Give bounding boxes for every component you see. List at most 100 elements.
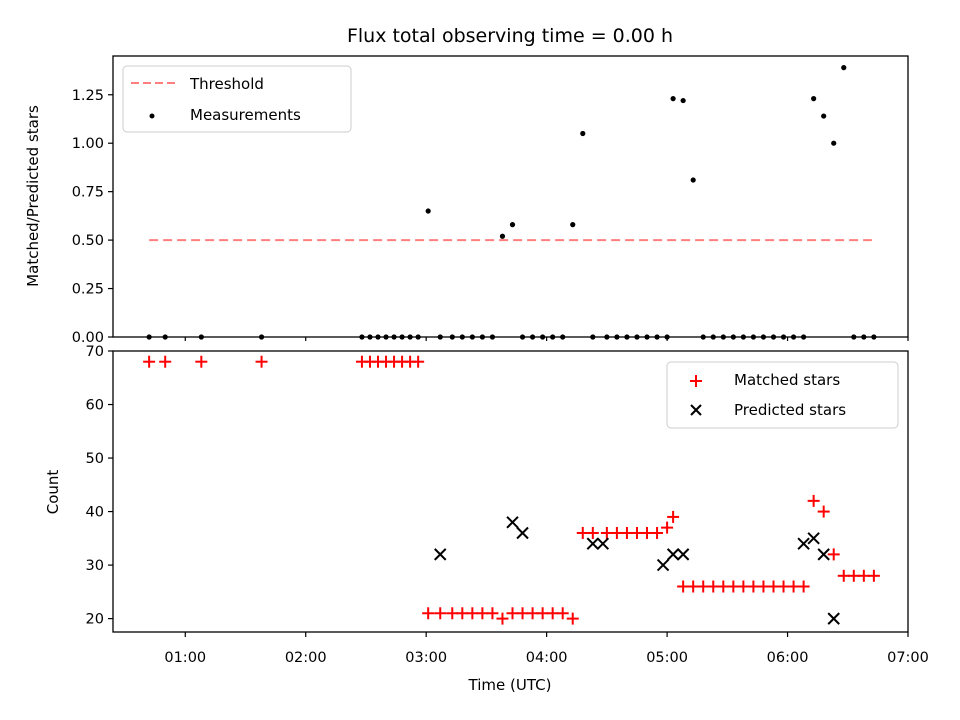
legend-measurements-swatch [149, 113, 155, 119]
bottom-ytick-label: 50 [86, 451, 104, 467]
top-legend-box [122, 65, 352, 133]
matched-star-point [777, 580, 790, 593]
matched-star-point [817, 505, 830, 518]
xtick-label: 07:00 [887, 650, 929, 666]
top-ytick-label: 1.00 [72, 136, 104, 152]
measurement-point [509, 222, 516, 228]
matched-star-point [159, 355, 172, 368]
top-panel: 0.00 0.25 0.50 0.75 1.00 1.25 Matched/Predict… [24, 55, 909, 346]
matched-star-point [546, 607, 559, 620]
top-ytick-label: 0.25 [72, 282, 104, 298]
matched-star-point [661, 521, 674, 534]
measurement-point [821, 113, 827, 119]
matched-star-point [143, 355, 156, 368]
matched-star-point [610, 526, 623, 539]
matched-star-point [446, 607, 459, 620]
matched-star-point [737, 580, 750, 593]
xtick-label: 06:00 [767, 650, 809, 666]
top-ylabel: Matched/Predicted stars [24, 105, 42, 287]
top-ytick-label: 1.25 [72, 88, 104, 104]
legend-matched-swatch [690, 375, 702, 387]
measurement-point [499, 233, 506, 239]
predicted-star-point [827, 612, 840, 625]
predicted-star-point [797, 537, 810, 550]
matched-star-point [536, 607, 549, 620]
matched-star-point [412, 355, 425, 368]
legend-matched-label: Matched stars [734, 371, 840, 389]
matched-star-point [506, 607, 519, 620]
matched-star-point [255, 355, 268, 368]
measurement-point [680, 97, 686, 104]
matched-star-point [767, 580, 780, 593]
predicted-star-point [516, 526, 529, 540]
legend-predicted-label: Predicted stars [734, 401, 846, 419]
legend-measurements-label: Measurements [190, 106, 301, 124]
top-legend: Threshold Measurements [122, 65, 352, 133]
xtick-label: 03:00 [405, 650, 447, 666]
matched-star-point [476, 607, 489, 620]
matched-star-point [707, 580, 720, 593]
matched-star-point [620, 526, 633, 539]
bottom-legend-box [666, 361, 899, 429]
measurement-point [580, 130, 586, 137]
xtick-label: 04:00 [526, 650, 568, 666]
predicted-star-point [666, 548, 680, 561]
top-ytick-label: 0.00 [72, 330, 104, 346]
matched-star-point [641, 526, 654, 539]
matched-star-point [717, 580, 730, 593]
measurement-point [425, 208, 431, 214]
matched-star-point [556, 607, 569, 620]
matched-star-point [667, 510, 680, 523]
matched-star-point [727, 580, 740, 593]
bottom-plot-area: 01:00 02:00 03:00 04:00 05:00 06:00 07:00 20 30 4… [86, 344, 929, 666]
matched-star-point [787, 580, 800, 593]
matched-star-point [697, 580, 710, 593]
measurement-point [831, 140, 837, 146]
matched-star-point [857, 569, 870, 582]
top-ytick-label: 0.75 [72, 185, 104, 201]
matched-star-point [757, 580, 770, 593]
bottom-ytick-label: 70 [86, 344, 104, 360]
matched-star-point [847, 569, 860, 582]
predicted-star-point [656, 558, 670, 572]
predicted-star-point [676, 548, 690, 561]
predicted-star-point [596, 537, 610, 550]
matched-star-point [687, 580, 700, 593]
matched-star-point [456, 607, 469, 620]
measurement-point [670, 96, 676, 102]
matched-star-point [422, 607, 435, 620]
predicted-star-point [586, 537, 600, 550]
top-plot-area: 0.00 0.25 0.50 0.75 1.00 1.25 [72, 65, 909, 346]
predicted-star-point [807, 532, 820, 545]
matched-star-point [807, 494, 820, 507]
matched-star-point [837, 569, 850, 582]
xtick-label: 02:00 [285, 650, 327, 666]
xtick-label: 01:00 [164, 650, 206, 666]
matched-star-point [516, 607, 529, 620]
matched-star-point [630, 526, 643, 539]
legend-threshold-label: Threshold [189, 75, 264, 93]
top-ytick-label: 0.50 [72, 233, 104, 249]
bottom-panel: 01:00 02:00 03:00 04:00 05:00 06:00 07:00 20 30 4… [44, 344, 929, 694]
matched-star-point [827, 548, 840, 561]
bottom-axes-frame [112, 350, 909, 633]
matched-star-point [586, 526, 599, 539]
matched-star-point [526, 607, 539, 620]
matched-star-point [496, 612, 509, 625]
matched-star-point [677, 580, 690, 593]
matched-star-point [651, 526, 664, 539]
matched-star-point [747, 580, 760, 593]
bottom-ytick-label: 40 [86, 505, 104, 521]
xtick-label: 05:00 [646, 650, 688, 666]
measurement-point [690, 177, 696, 183]
figure-title: Flux total observing time = 0.00 h [347, 25, 673, 47]
bottom-legend: Matched stars Predicted stars [666, 361, 899, 429]
predicted-star-point [506, 516, 519, 529]
matched-star-point [195, 355, 208, 368]
matched-star-point [566, 612, 579, 625]
bottom-ytick-label: 30 [86, 558, 104, 574]
matched-star-point [867, 569, 880, 582]
bottom-ytick-label: 20 [86, 612, 104, 628]
bottom-xlabel: Time (UTC) [468, 676, 552, 694]
